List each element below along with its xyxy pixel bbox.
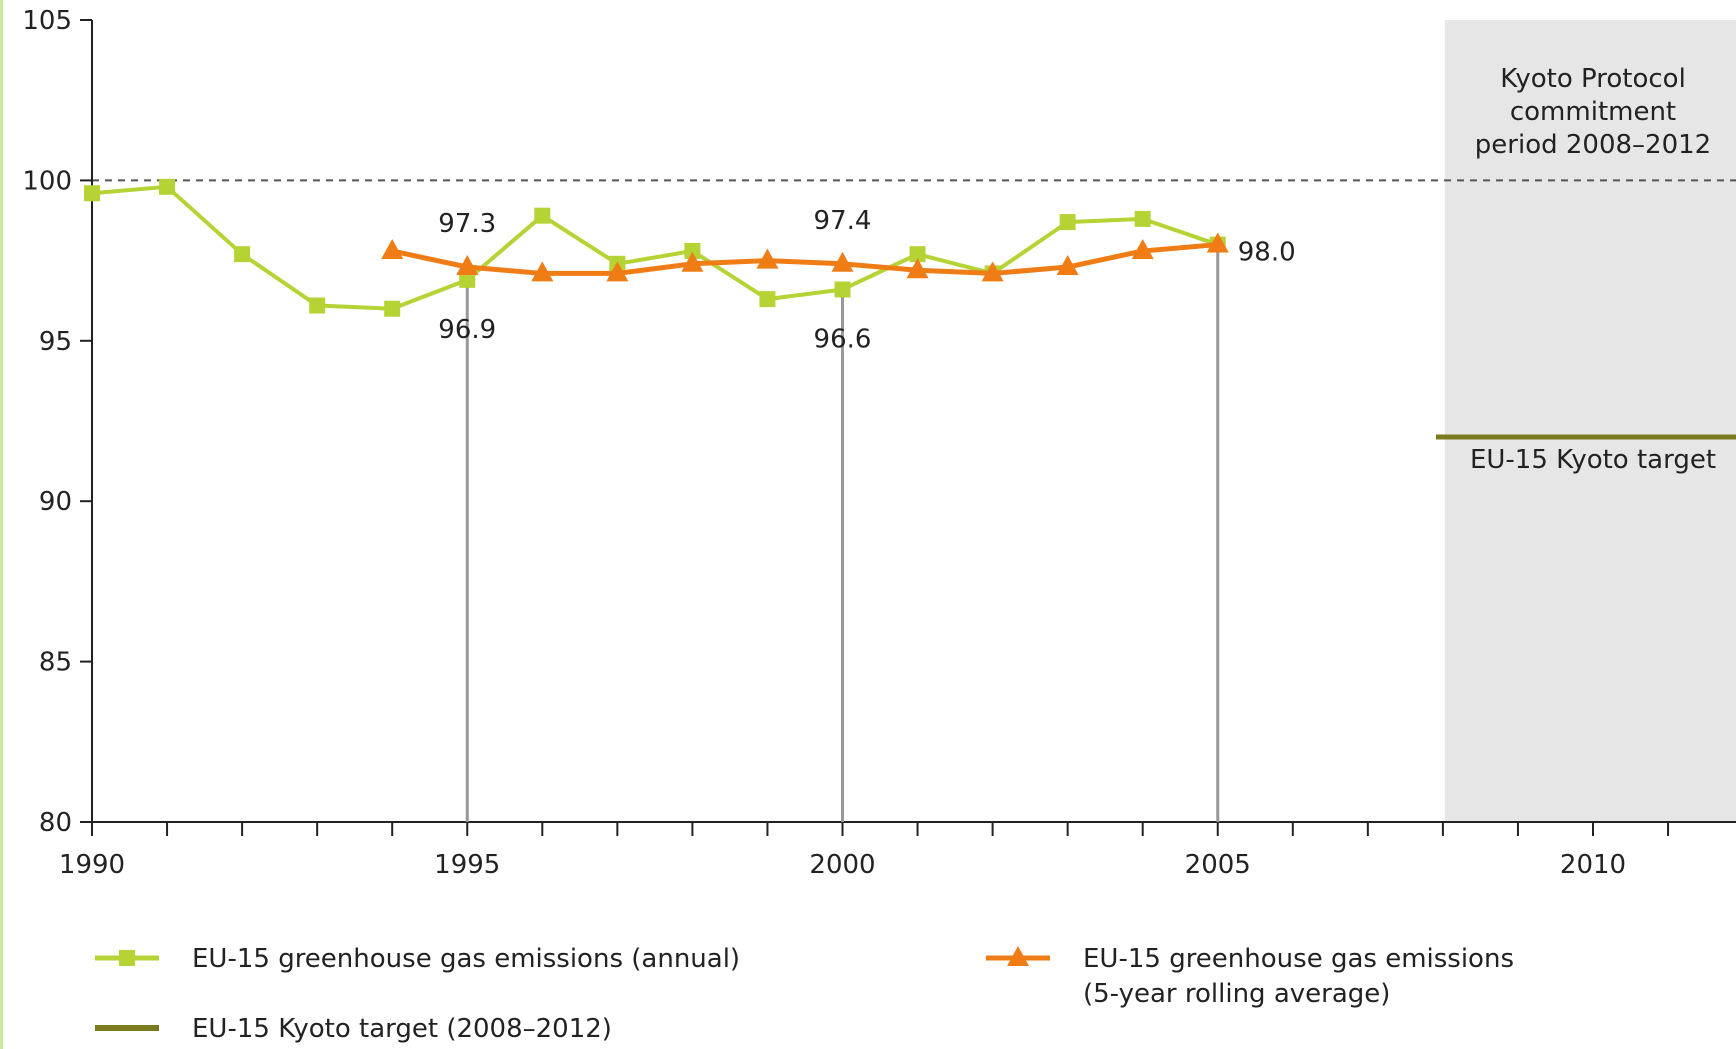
- legend-marker-swatch: [119, 950, 135, 966]
- data-label: 96.6: [814, 324, 872, 354]
- rolling-average-data-point: [906, 258, 929, 279]
- kyoto-target-label: EU-15 Kyoto target: [1470, 445, 1716, 475]
- annual-data-point: [234, 246, 251, 263]
- rolling-average-data-point: [681, 251, 704, 272]
- data-label: 97.3: [438, 209, 496, 239]
- legend-label: EU-15 Kyoto target (2008–2012): [192, 1014, 612, 1044]
- legend-label: EU-15 greenhouse gas emissions: [1083, 944, 1514, 974]
- y-tick-label: 105: [22, 6, 72, 36]
- x-tick-label: 2010: [1560, 850, 1626, 880]
- y-tick-label: 90: [39, 487, 72, 517]
- y-tick-label: 95: [39, 327, 72, 357]
- rolling-average-data-point: [756, 248, 779, 269]
- annual-data-point: [459, 271, 476, 288]
- commitment-period-shade: [1444, 20, 1736, 822]
- x-tick-label: 1990: [59, 850, 125, 880]
- x-tick-label: 2000: [809, 850, 875, 880]
- rolling-average-data-point: [1206, 232, 1229, 253]
- rolling-average-data-point: [1131, 238, 1154, 259]
- rolling-average-data-point: [981, 261, 1004, 282]
- annual-data-point: [1059, 214, 1076, 231]
- legend-label: (5-year rolling average): [1083, 979, 1390, 1009]
- data-label: 96.9: [438, 315, 496, 345]
- rolling-average-data-point: [831, 251, 854, 272]
- annual-series-line: [91, 184, 1219, 311]
- rolling-average-data-point: [381, 238, 404, 259]
- rolling-average-data-point: [531, 261, 554, 282]
- legend-label: EU-15 greenhouse gas emissions (annual): [192, 944, 740, 974]
- x-tick-label: 2005: [1185, 850, 1251, 880]
- page-left-border: [0, 0, 3, 1049]
- annual-data-point: [684, 242, 701, 259]
- commitment-period-label: period 2008–2012: [1475, 130, 1711, 160]
- annual-data-point: [534, 207, 551, 224]
- annual-data-point: [1134, 210, 1151, 227]
- annual-data-point: [84, 185, 100, 202]
- rolling-average-data-point: [1056, 255, 1079, 276]
- rolling-average-series-line: [391, 242, 1218, 276]
- annual-data-point: [909, 246, 926, 263]
- commitment-period-label: Kyoto Protocol: [1500, 64, 1686, 94]
- x-tick-label: 1995: [434, 850, 500, 880]
- rolling-average-data-point: [606, 261, 629, 282]
- rolling-average-data-point: [456, 255, 479, 276]
- commitment-period-label: commitment: [1510, 97, 1676, 127]
- annual-data-point: [159, 178, 176, 195]
- annual-data-point: [759, 291, 776, 308]
- legend-marker-swatch: [1007, 946, 1029, 966]
- y-tick-label: 85: [39, 648, 72, 678]
- y-tick-label: 80: [39, 808, 72, 838]
- data-label: 98.0: [1238, 238, 1296, 268]
- data-label: 97.4: [814, 206, 872, 236]
- annual-data-point: [834, 281, 851, 298]
- annual-data-point: [384, 300, 401, 317]
- y-tick-label: 100: [22, 166, 72, 196]
- annual-data-point: [309, 297, 326, 314]
